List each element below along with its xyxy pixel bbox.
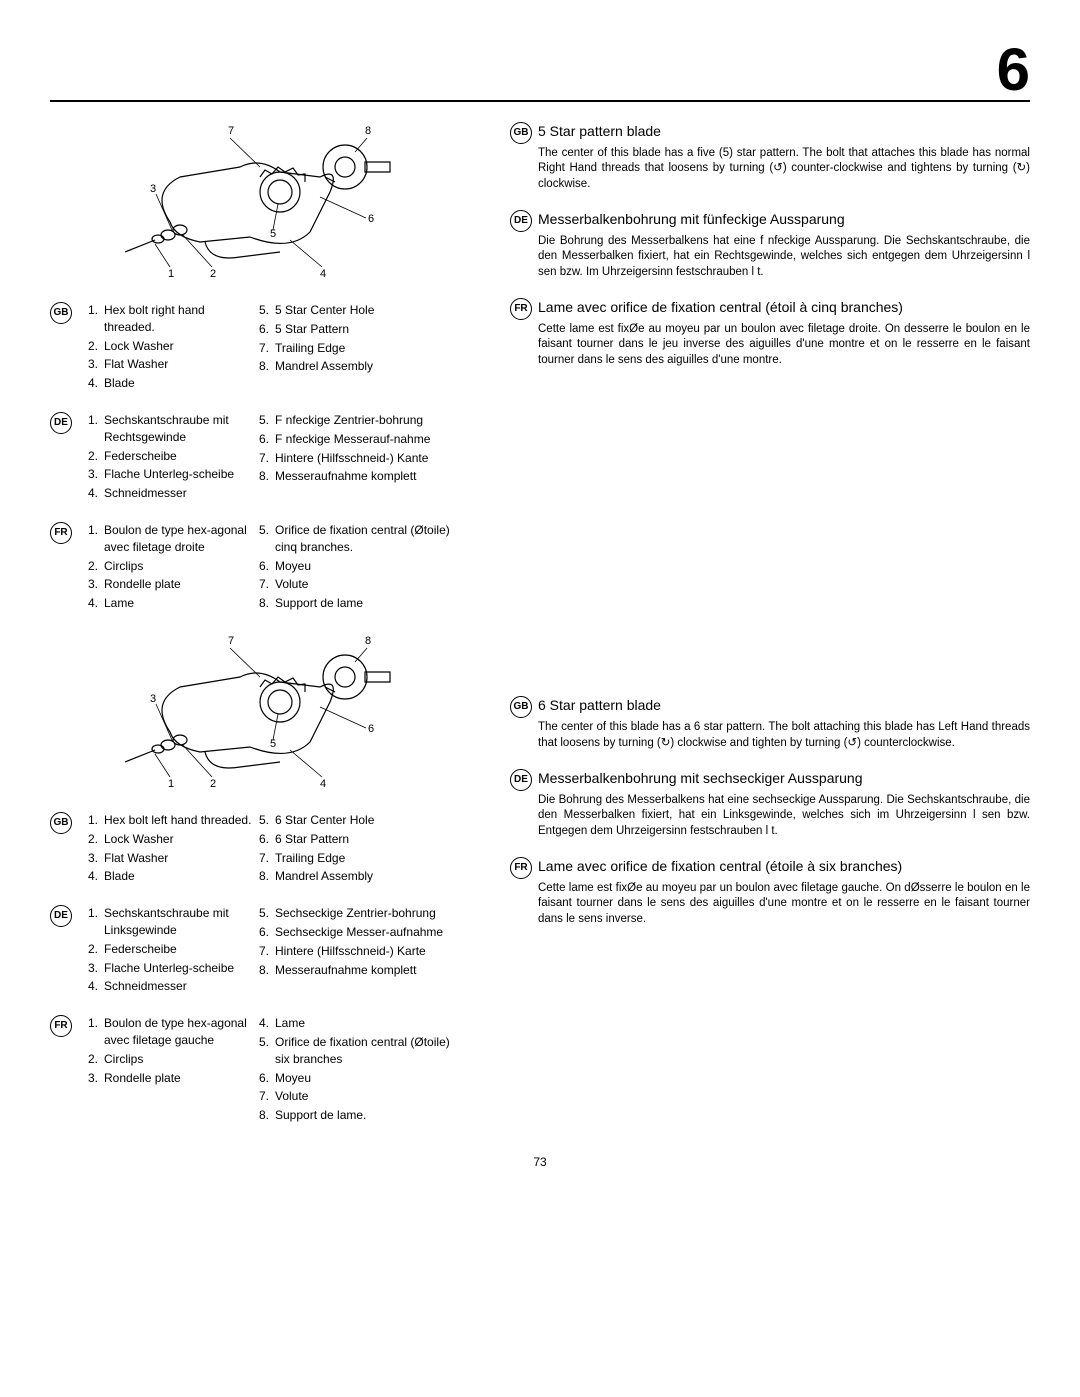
parts-gb-1: GB 1.Hex bolt right hand threaded. 2.Loc… <box>50 302 470 394</box>
parts-de-2: DE 1.Sechskantschraube mit Linksgewinde … <box>50 905 470 997</box>
desc-text: Cette lame est fixØe au moyeu par un bou… <box>538 322 1030 369</box>
parts-list: 5.6 Star Center Hole 6.6 Star Pattern 7.… <box>255 812 460 887</box>
desc-text: The center of this blade has a five (5) … <box>538 146 1030 193</box>
svg-text:3: 3 <box>150 693 156 705</box>
svg-text:7: 7 <box>228 635 234 647</box>
lang-badge-gb: GB <box>510 122 532 144</box>
lang-badge-fr: FR <box>50 522 72 544</box>
parts-list: 1.Boulon de type hex-agonal avec filetag… <box>84 522 255 614</box>
svg-text:6: 6 <box>368 213 374 225</box>
svg-text:1: 1 <box>168 778 174 790</box>
desc-title: Lame avec orifice de fixation central (é… <box>538 857 1030 877</box>
svg-text:2: 2 <box>210 778 216 790</box>
svg-text:7: 7 <box>228 125 234 137</box>
right-column: GB 5 Star pattern blade The center of th… <box>510 122 1030 1144</box>
lang-badge-fr: FR <box>50 1015 72 1037</box>
lang-badge-gb: GB <box>50 812 72 834</box>
parts-list: 1.Boulon de type hex-agonal avec filetag… <box>84 1015 255 1126</box>
svg-text:8: 8 <box>365 635 371 647</box>
desc-gb-6star: GB 6 Star pattern blade The center of th… <box>510 696 1030 751</box>
page-number: 73 <box>50 1154 1030 1171</box>
parts-list: 1.Sechskantschraube mit Linksgewinde 2.F… <box>84 905 255 997</box>
lang-badge-fr: FR <box>510 857 532 879</box>
parts-fr-2: FR 1.Boulon de type hex-agonal avec file… <box>50 1015 470 1126</box>
svg-text:2: 2 <box>210 268 216 280</box>
desc-title: Messerbalkenbohrung mit fünfeckige Aussp… <box>538 210 1030 230</box>
parts-gb-2: GB 1.Hex bolt left hand threaded. 2.Lock… <box>50 812 470 887</box>
parts-list: 4.Lame 5.Orifice de fixation central (Øt… <box>255 1015 460 1126</box>
parts-list: 5.F nfeckige Zentrier-bohrung 6.F nfecki… <box>255 412 460 504</box>
parts-de-1: DE 1.Sechskantschraube mit Rechtsgewinde… <box>50 412 470 504</box>
desc-title: Lame avec orifice de fixation central (é… <box>538 298 1030 318</box>
parts-list: 1.Sechskantschraube mit Rechtsgewinde 2.… <box>84 412 255 504</box>
blade-diagram-2: 7 8 3 6 5 1 2 4 <box>110 632 410 792</box>
desc-fr-6star: FR Lame avec orifice de fixation central… <box>510 857 1030 927</box>
blade-diagram-1: 7 8 3 6 5 1 2 4 <box>110 122 410 282</box>
left-column: 7 8 3 6 5 1 2 4 GB 1.Hex bolt right hand… <box>50 122 470 1144</box>
svg-text:4: 4 <box>320 778 326 790</box>
desc-text: Die Bohrung des Messerbalkens hat eine f… <box>538 234 1030 281</box>
main-content: 7 8 3 6 5 1 2 4 GB 1.Hex bolt right hand… <box>50 122 1030 1144</box>
desc-title: 5 Star pattern blade <box>538 122 1030 142</box>
lang-badge-gb: GB <box>510 696 532 718</box>
desc-title: 6 Star pattern blade <box>538 696 1030 716</box>
page-header: 6 <box>50 40 1030 102</box>
lang-badge-fr: FR <box>510 298 532 320</box>
svg-text:3: 3 <box>150 183 156 195</box>
lang-badge-de: DE <box>50 905 72 927</box>
svg-text:6: 6 <box>368 723 374 735</box>
desc-text: Cette lame est fixØe au moyeu par un bou… <box>538 881 1030 928</box>
svg-text:8: 8 <box>365 125 371 137</box>
parts-list: 5.Orifice de fixation central (Øtoile) c… <box>255 522 460 614</box>
parts-list: 5.Sechseckige Zentrier-bohrung 6.Sechsec… <box>255 905 460 997</box>
lang-badge-de: DE <box>510 769 532 791</box>
parts-list: 5.5 Star Center Hole 6.5 Star Pattern 7.… <box>255 302 460 394</box>
desc-title: Messerbalkenbohrung mit sechseckiger Aus… <box>538 769 1030 789</box>
desc-fr-5star: FR Lame avec orifice de fixation central… <box>510 298 1030 368</box>
parts-fr-1: FR 1.Boulon de type hex-agonal avec file… <box>50 522 470 614</box>
svg-text:1: 1 <box>168 268 174 280</box>
desc-text: Die Bohrung des Messerbalkens hat eine s… <box>538 793 1030 840</box>
lang-badge-de: DE <box>510 210 532 232</box>
lang-badge-de: DE <box>50 412 72 434</box>
desc-gb-5star: GB 5 Star pattern blade The center of th… <box>510 122 1030 192</box>
desc-de-5star: DE Messerbalkenbohrung mit fünfeckige Au… <box>510 210 1030 280</box>
chapter-number: 6 <box>50 40 1030 100</box>
desc-de-6star: DE Messerbalkenbohrung mit sechseckiger … <box>510 769 1030 839</box>
lang-badge-gb: GB <box>50 302 72 324</box>
svg-text:4: 4 <box>320 268 326 280</box>
parts-list: 1.Hex bolt right hand threaded. 2.Lock W… <box>84 302 255 394</box>
parts-list: 1.Hex bolt left hand threaded. 2.Lock Wa… <box>84 812 255 887</box>
desc-text: The center of this blade has a 6 star pa… <box>538 720 1030 751</box>
